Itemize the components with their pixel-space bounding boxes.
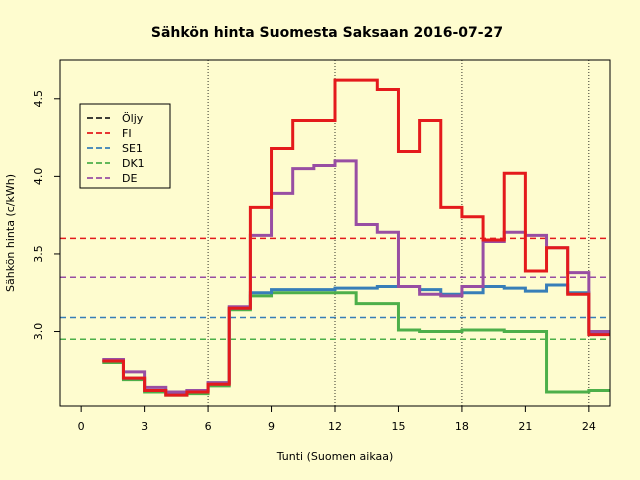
y-tick-label: 4.0 bbox=[32, 168, 45, 186]
x-tick-label: 21 bbox=[518, 420, 532, 433]
series-fi-line bbox=[102, 78, 610, 397]
chart-title: Sähkön hinta Suomesta Saksaan 2016-07-27 bbox=[151, 25, 503, 41]
x-tick-label: 24 bbox=[582, 420, 596, 433]
axes: 0 3 6 9 12 15 18 21 24 3.0 3.5 4.0 4.5 bbox=[32, 90, 596, 433]
series-dk1-line bbox=[102, 291, 610, 397]
x-tick-label: 0 bbox=[78, 420, 85, 433]
x-axis-label: Tunti (Suomen aikaa) bbox=[276, 450, 394, 463]
legend: Öljy FI SE1 DK1 DE bbox=[79, 103, 171, 189]
y-tick-label: 3.5 bbox=[32, 245, 45, 262]
x-tick-label: 3 bbox=[141, 420, 148, 433]
legend-label-0: Öljy bbox=[122, 112, 144, 125]
legend-label-3: DK1 bbox=[122, 157, 145, 170]
series-de-line bbox=[102, 159, 610, 394]
legend-label-2: SE1 bbox=[122, 142, 143, 155]
y-tick-label: 3.0 bbox=[32, 323, 45, 341]
x-tick-label: 12 bbox=[328, 420, 342, 433]
legend-box bbox=[79, 103, 171, 189]
x-tick-label: 9 bbox=[268, 420, 275, 433]
plot-area bbox=[60, 60, 610, 406]
y-axis-label: Sähkön hinta (c/kWh) bbox=[4, 174, 17, 292]
legend-label-4: DE bbox=[122, 172, 137, 185]
x-tick-label: 18 bbox=[455, 420, 469, 433]
x-tick-label: 6 bbox=[205, 420, 212, 433]
x-tick-label: 15 bbox=[391, 420, 405, 433]
y-tick-label: 4.5 bbox=[32, 90, 45, 108]
legend-label-1: FI bbox=[122, 127, 132, 140]
